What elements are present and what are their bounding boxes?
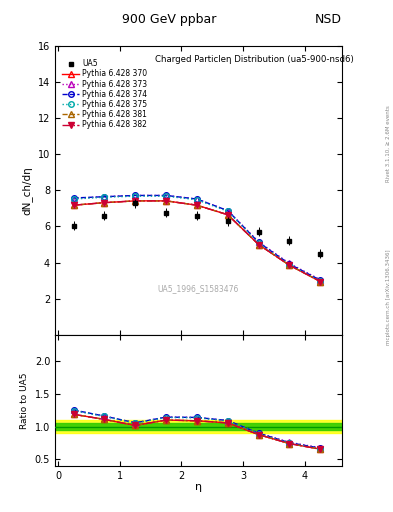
- Pythia 6.428 370: [102, 200, 107, 206]
- Pythia 6.428 375: [164, 193, 169, 199]
- Line: Pythia 6.428 375: Pythia 6.428 375: [71, 194, 323, 284]
- Pythia 6.428 381: [133, 198, 138, 204]
- Text: 900 GeV ppbar: 900 GeV ppbar: [122, 13, 216, 26]
- Pythia 6.428 381: [71, 202, 76, 208]
- Pythia 6.428 370: [133, 198, 138, 204]
- Pythia 6.428 381: [226, 211, 230, 218]
- Line: Pythia 6.428 374: Pythia 6.428 374: [71, 193, 323, 283]
- Pythia 6.428 375: [195, 197, 199, 203]
- Pythia 6.428 375: [102, 194, 107, 200]
- Pythia 6.428 374: [256, 239, 261, 245]
- Pythia 6.428 373: [256, 239, 261, 245]
- Pythia 6.428 373: [71, 196, 76, 202]
- Pythia 6.428 370: [287, 262, 292, 268]
- Pythia 6.428 381: [195, 202, 199, 208]
- Pythia 6.428 382: [133, 198, 138, 204]
- Pythia 6.428 375: [133, 193, 138, 199]
- Pythia 6.428 374: [318, 277, 323, 283]
- Pythia 6.428 381: [287, 262, 292, 268]
- Pythia 6.428 382: [164, 198, 169, 204]
- Pythia 6.428 370: [256, 242, 261, 248]
- Text: Charged Particleη Distribution (ua5-900-nsd6): Charged Particleη Distribution (ua5-900-…: [156, 55, 354, 63]
- Pythia 6.428 373: [102, 194, 107, 200]
- Pythia 6.428 374: [287, 261, 292, 267]
- Pythia 6.428 375: [318, 278, 323, 284]
- Y-axis label: Ratio to UA5: Ratio to UA5: [20, 372, 29, 429]
- Line: Pythia 6.428 373: Pythia 6.428 373: [71, 193, 323, 283]
- Pythia 6.428 374: [226, 207, 230, 214]
- Pythia 6.428 373: [226, 207, 230, 214]
- Pythia 6.428 370: [226, 211, 230, 218]
- Pythia 6.428 381: [102, 200, 107, 206]
- Pythia 6.428 374: [164, 193, 169, 199]
- Pythia 6.428 382: [102, 200, 107, 206]
- Pythia 6.428 373: [133, 193, 138, 199]
- Pythia 6.428 374: [133, 193, 138, 199]
- Pythia 6.428 373: [164, 193, 169, 199]
- Text: NSD: NSD: [315, 13, 342, 26]
- Pythia 6.428 370: [71, 202, 76, 208]
- Pythia 6.428 382: [195, 202, 199, 208]
- Bar: [55, 423, 342, 430]
- Pythia 6.428 374: [195, 196, 199, 202]
- Pythia 6.428 374: [102, 194, 107, 200]
- Pythia 6.428 381: [164, 198, 169, 204]
- Pythia 6.428 375: [226, 208, 230, 215]
- X-axis label: η: η: [195, 482, 202, 492]
- Line: Pythia 6.428 370: Pythia 6.428 370: [71, 198, 323, 284]
- Pythia 6.428 370: [164, 198, 169, 204]
- Pythia 6.428 382: [71, 202, 76, 208]
- Bar: [55, 420, 342, 433]
- Legend: UA5, Pythia 6.428 370, Pythia 6.428 373, Pythia 6.428 374, Pythia 6.428 375, Pyt: UA5, Pythia 6.428 370, Pythia 6.428 373,…: [62, 58, 148, 130]
- Pythia 6.428 382: [287, 262, 292, 268]
- Pythia 6.428 375: [256, 240, 261, 246]
- Pythia 6.428 370: [195, 202, 199, 208]
- Pythia 6.428 373: [318, 276, 323, 283]
- Y-axis label: dN_ch/dη: dN_ch/dη: [21, 166, 32, 215]
- Pythia 6.428 370: [318, 279, 323, 285]
- Pythia 6.428 375: [71, 196, 76, 202]
- Pythia 6.428 374: [71, 195, 76, 201]
- Pythia 6.428 382: [318, 279, 323, 285]
- Pythia 6.428 373: [287, 261, 292, 267]
- Pythia 6.428 373: [195, 196, 199, 202]
- Text: mcplots.cern.ch [arXiv:1306.3436]: mcplots.cern.ch [arXiv:1306.3436]: [386, 249, 391, 345]
- Line: Pythia 6.428 382: Pythia 6.428 382: [71, 198, 323, 284]
- Pythia 6.428 382: [256, 242, 261, 248]
- Text: Rivet 3.1.10, ≥ 2.6M events: Rivet 3.1.10, ≥ 2.6M events: [386, 105, 391, 182]
- Text: UA5_1996_S1583476: UA5_1996_S1583476: [158, 284, 239, 293]
- Line: Pythia 6.428 381: Pythia 6.428 381: [71, 198, 323, 284]
- Pythia 6.428 382: [226, 211, 230, 218]
- Pythia 6.428 375: [287, 262, 292, 268]
- Pythia 6.428 381: [318, 279, 323, 285]
- Pythia 6.428 381: [256, 242, 261, 248]
